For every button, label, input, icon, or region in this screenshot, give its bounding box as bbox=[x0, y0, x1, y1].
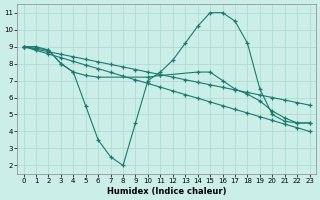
X-axis label: Humidex (Indice chaleur): Humidex (Indice chaleur) bbox=[107, 187, 226, 196]
